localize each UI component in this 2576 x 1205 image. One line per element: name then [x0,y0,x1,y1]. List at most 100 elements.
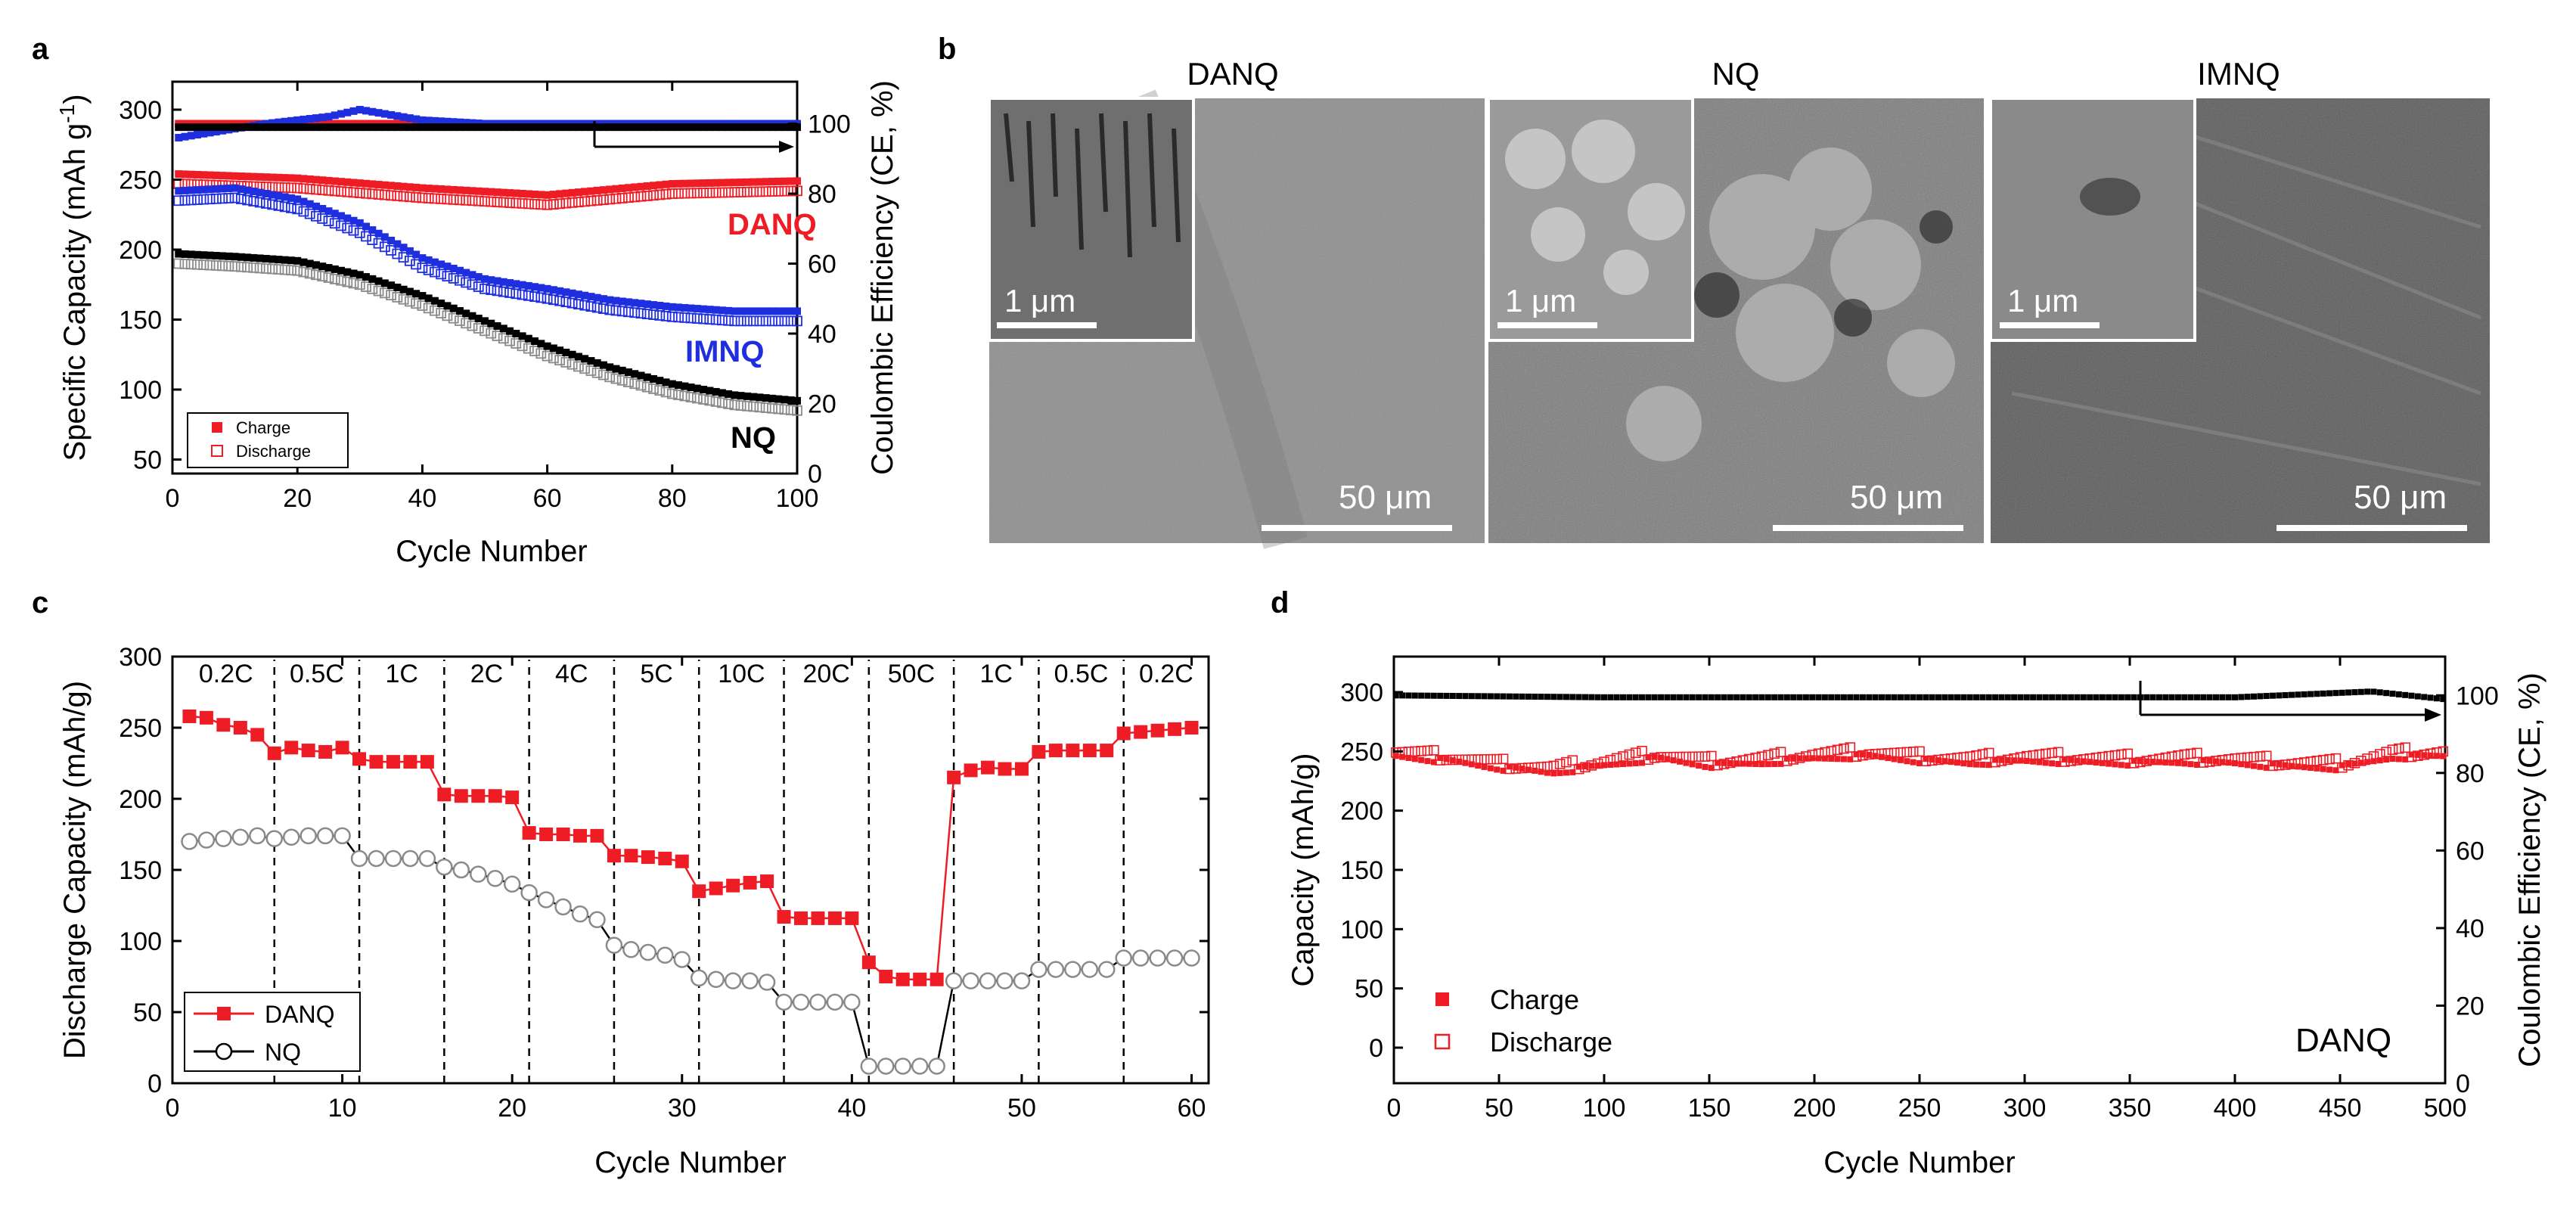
charge-point-danq [793,177,801,185]
charge-point-imnq [700,305,708,313]
ce-point [2308,691,2314,697]
charge-point [2149,759,2156,766]
ce-point-nq [549,123,557,132]
charge-point-danq [762,178,770,186]
y2-tick-label: 80 [808,180,836,209]
danq-point [607,849,621,863]
ce-point-imnq [268,119,277,127]
discharge-point-nq [179,259,191,269]
charge-point-nq [787,396,795,405]
charge-point [1677,758,1684,765]
charge-point-imnq [731,307,739,315]
sem-nq-inset-grains [1505,120,1685,295]
charge-point-imnq [656,302,664,309]
charge-point-danq [618,184,626,192]
ce-point-nq [693,123,701,132]
rate-label: 2C [470,660,503,688]
chart-d-xlabel: Cycle Number [1823,1146,2015,1179]
charge-point-nq [487,319,495,328]
charge-point-danq [175,170,183,179]
charge-point-imnq [430,258,439,266]
nq-point [282,828,300,846]
charge-point [1519,766,1525,772]
discharge-point-nq [379,287,390,299]
charge-point [1538,769,1544,775]
charge-point [1399,753,1406,760]
discharge-point [2047,747,2057,759]
discharge-point-nq [710,396,722,407]
ce-point [1973,694,1980,700]
ce-point-imnq [206,129,214,137]
ce-point [2408,692,2415,699]
discharge-point [1983,747,1994,759]
ce-point [2232,694,2238,700]
discharge-point-nq [511,338,522,349]
charge-point [1859,751,1866,758]
x-tick-label: 80 [658,484,687,513]
charge-point-nq [337,266,346,275]
discharge-point-nq [591,367,603,378]
discharge-point-danq [273,182,284,193]
charge-point [1658,754,1665,761]
charge-point-danq [587,187,595,195]
charge-point [1985,762,1992,769]
charge-point-nq [556,346,564,355]
charge-point [1828,755,1835,762]
charge-point [2225,759,2232,766]
discharge-point [1699,751,1711,762]
charge-point-imnq [387,236,396,244]
rate-label: 10C [718,660,765,688]
charge-point-danq [518,190,526,197]
charge-point [1500,767,1507,774]
discharge-point-nq [354,279,365,290]
sem-imnq-inset-scale: 1 μm [2007,283,2078,318]
charge-point [1481,763,1488,770]
charge-point [1821,755,1828,762]
x-tick-label: 50 [1007,1094,1036,1123]
sem-image-nq: 1 μm 50 μm [1487,97,1984,543]
ce-point [2427,694,2434,701]
discharge-point-imnq [448,273,459,284]
charge-point-imnq [362,222,371,231]
charge-point-danq [512,189,520,197]
discharge-point [1763,750,1774,761]
charge-point-imnq [343,214,352,222]
discharge-point-danq [298,183,309,194]
charge-point-imnq [200,185,208,194]
discharge-point-imnq [217,193,228,204]
nq-point [962,972,979,989]
ce-point [2219,694,2226,700]
sem-imnq-inset-feature [2080,178,2140,216]
charge-point-nq [237,253,245,261]
legend-c-nq-marker [215,1042,233,1061]
sem-imnq-scale: 50 μm [2354,479,2447,516]
charge-point [1594,762,1601,769]
charge-point [1840,756,1847,762]
y-tick-label: 100 [1340,915,1383,944]
charge-point [1494,766,1501,773]
charge-point [1960,760,1967,767]
ce-point [2225,694,2232,700]
charge-point-nq [599,361,607,369]
charge-point [1506,763,1513,770]
discharge-point-nq [386,290,397,301]
charge-point-danq [531,190,539,198]
charge-point [1689,761,1696,768]
ce-point-nq [531,123,539,132]
ce-point [2263,693,2270,700]
discharge-point [2400,742,2410,753]
discharge-point-imnq [698,313,709,325]
danq-point [726,878,740,893]
charge-point-imnq [219,185,227,193]
discharge-point-nq [480,325,490,337]
charge-point-nq [200,251,208,259]
nq-point [537,891,555,908]
ce-point [1696,694,1702,700]
charge-point [2402,756,2409,762]
charge-point-nq [468,312,476,320]
discharge-point-imnq [691,313,703,324]
sem-nq-clusters [1626,148,1955,461]
discharge-point-danq [723,187,734,198]
nq-point [1183,949,1200,967]
danq-point [488,789,502,803]
